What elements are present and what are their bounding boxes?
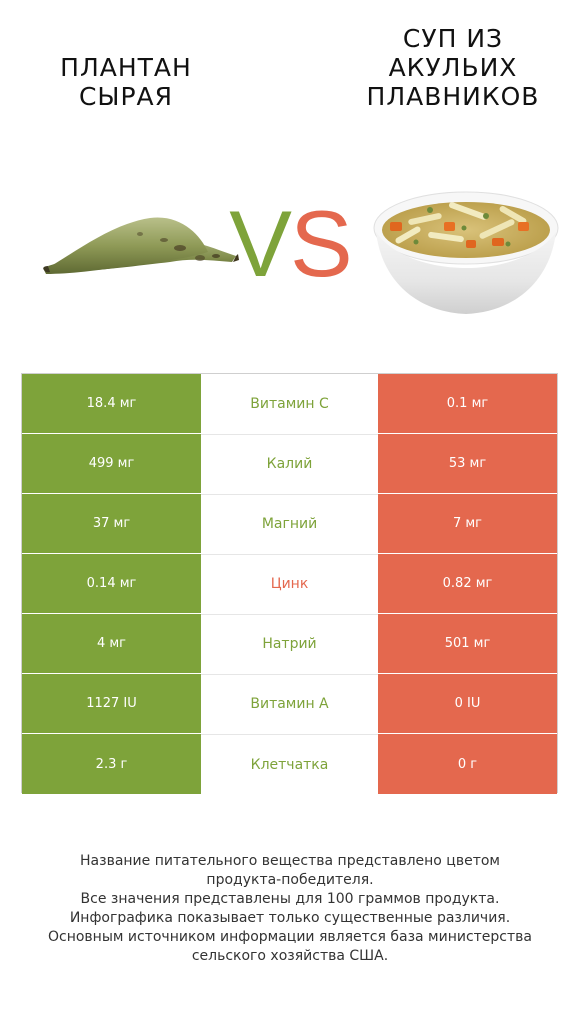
footnote-line: Название питательного вещества представл… [80, 853, 500, 869]
nutrient-name-cell: Клетчатка [201, 734, 378, 794]
footnote-line: Все значения представлены для 100 граммо… [80, 891, 500, 907]
table-row: 2.3 г Клетчатка 0 г [22, 734, 557, 794]
soup-bowl-image [373, 191, 559, 314]
nutrient-comparison-table: 18.4 мг Витамин C 0.1 мг 499 мг Калий 53… [21, 373, 558, 794]
table-row: 499 мг Калий 53 мг [22, 434, 557, 494]
right-title-line-3: плавников [366, 82, 540, 111]
nutrient-name-cell: Натрий [201, 614, 378, 673]
right-value-cell: 0 г [378, 734, 557, 794]
plantain-image [43, 217, 239, 274]
vs-label: VS [225, 194, 355, 294]
nutrient-name-cell: Витамин C [201, 374, 378, 433]
left-value-cell: 1127 IU [22, 674, 201, 733]
table-row: 1127 IU Витамин A 0 IU [22, 674, 557, 734]
left-value-cell: 499 мг [22, 434, 201, 493]
right-food-title: Суп из акульих плавников [353, 24, 553, 111]
left-title-line-2: сырая [78, 82, 174, 111]
footnote-line: Основным источником информации является … [48, 929, 532, 945]
right-value-cell: 7 мг [378, 494, 557, 553]
nutrient-name-cell: Цинк [201, 554, 378, 613]
table-row: 4 мг Натрий 501 мг [22, 614, 557, 674]
right-value-cell: 53 мг [378, 434, 557, 493]
footnote-line: сельского хозяйства США. [191, 948, 389, 964]
footnote: Название питательного вещества представл… [18, 852, 562, 966]
nutrient-name-cell: Магний [201, 494, 378, 553]
table-row: 0.14 мг Цинк 0.82 мг [22, 554, 557, 614]
left-value-cell: 2.3 г [22, 734, 201, 794]
left-value-cell: 4 мг [22, 614, 201, 673]
table-row: 37 мг Магний 7 мг [22, 494, 557, 554]
nutrient-name-cell: Витамин A [201, 674, 378, 733]
left-value-cell: 37 мг [22, 494, 201, 553]
footnote-line: Инфографика показывает только существенн… [69, 910, 511, 926]
table-row: 18.4 мг Витамин C 0.1 мг [22, 374, 557, 434]
left-title-line-1: Плантан [60, 53, 192, 82]
left-value-cell: 18.4 мг [22, 374, 201, 433]
right-value-cell: 0.82 мг [378, 554, 557, 613]
vs-s-letter: S [290, 191, 353, 296]
left-food-title: Плантан сырая [20, 53, 232, 111]
right-value-cell: 501 мг [378, 614, 557, 673]
vs-v-letter: V [229, 191, 292, 296]
right-title-line-2: акульих [388, 53, 518, 82]
right-value-cell: 0.1 мг [378, 374, 557, 433]
left-value-cell: 0.14 мг [22, 554, 201, 613]
right-value-cell: 0 IU [378, 674, 557, 733]
footnote-line: продукта-победителя. [206, 872, 374, 888]
nutrient-name-cell: Калий [201, 434, 378, 493]
right-title-line-1: Суп из [402, 24, 504, 53]
